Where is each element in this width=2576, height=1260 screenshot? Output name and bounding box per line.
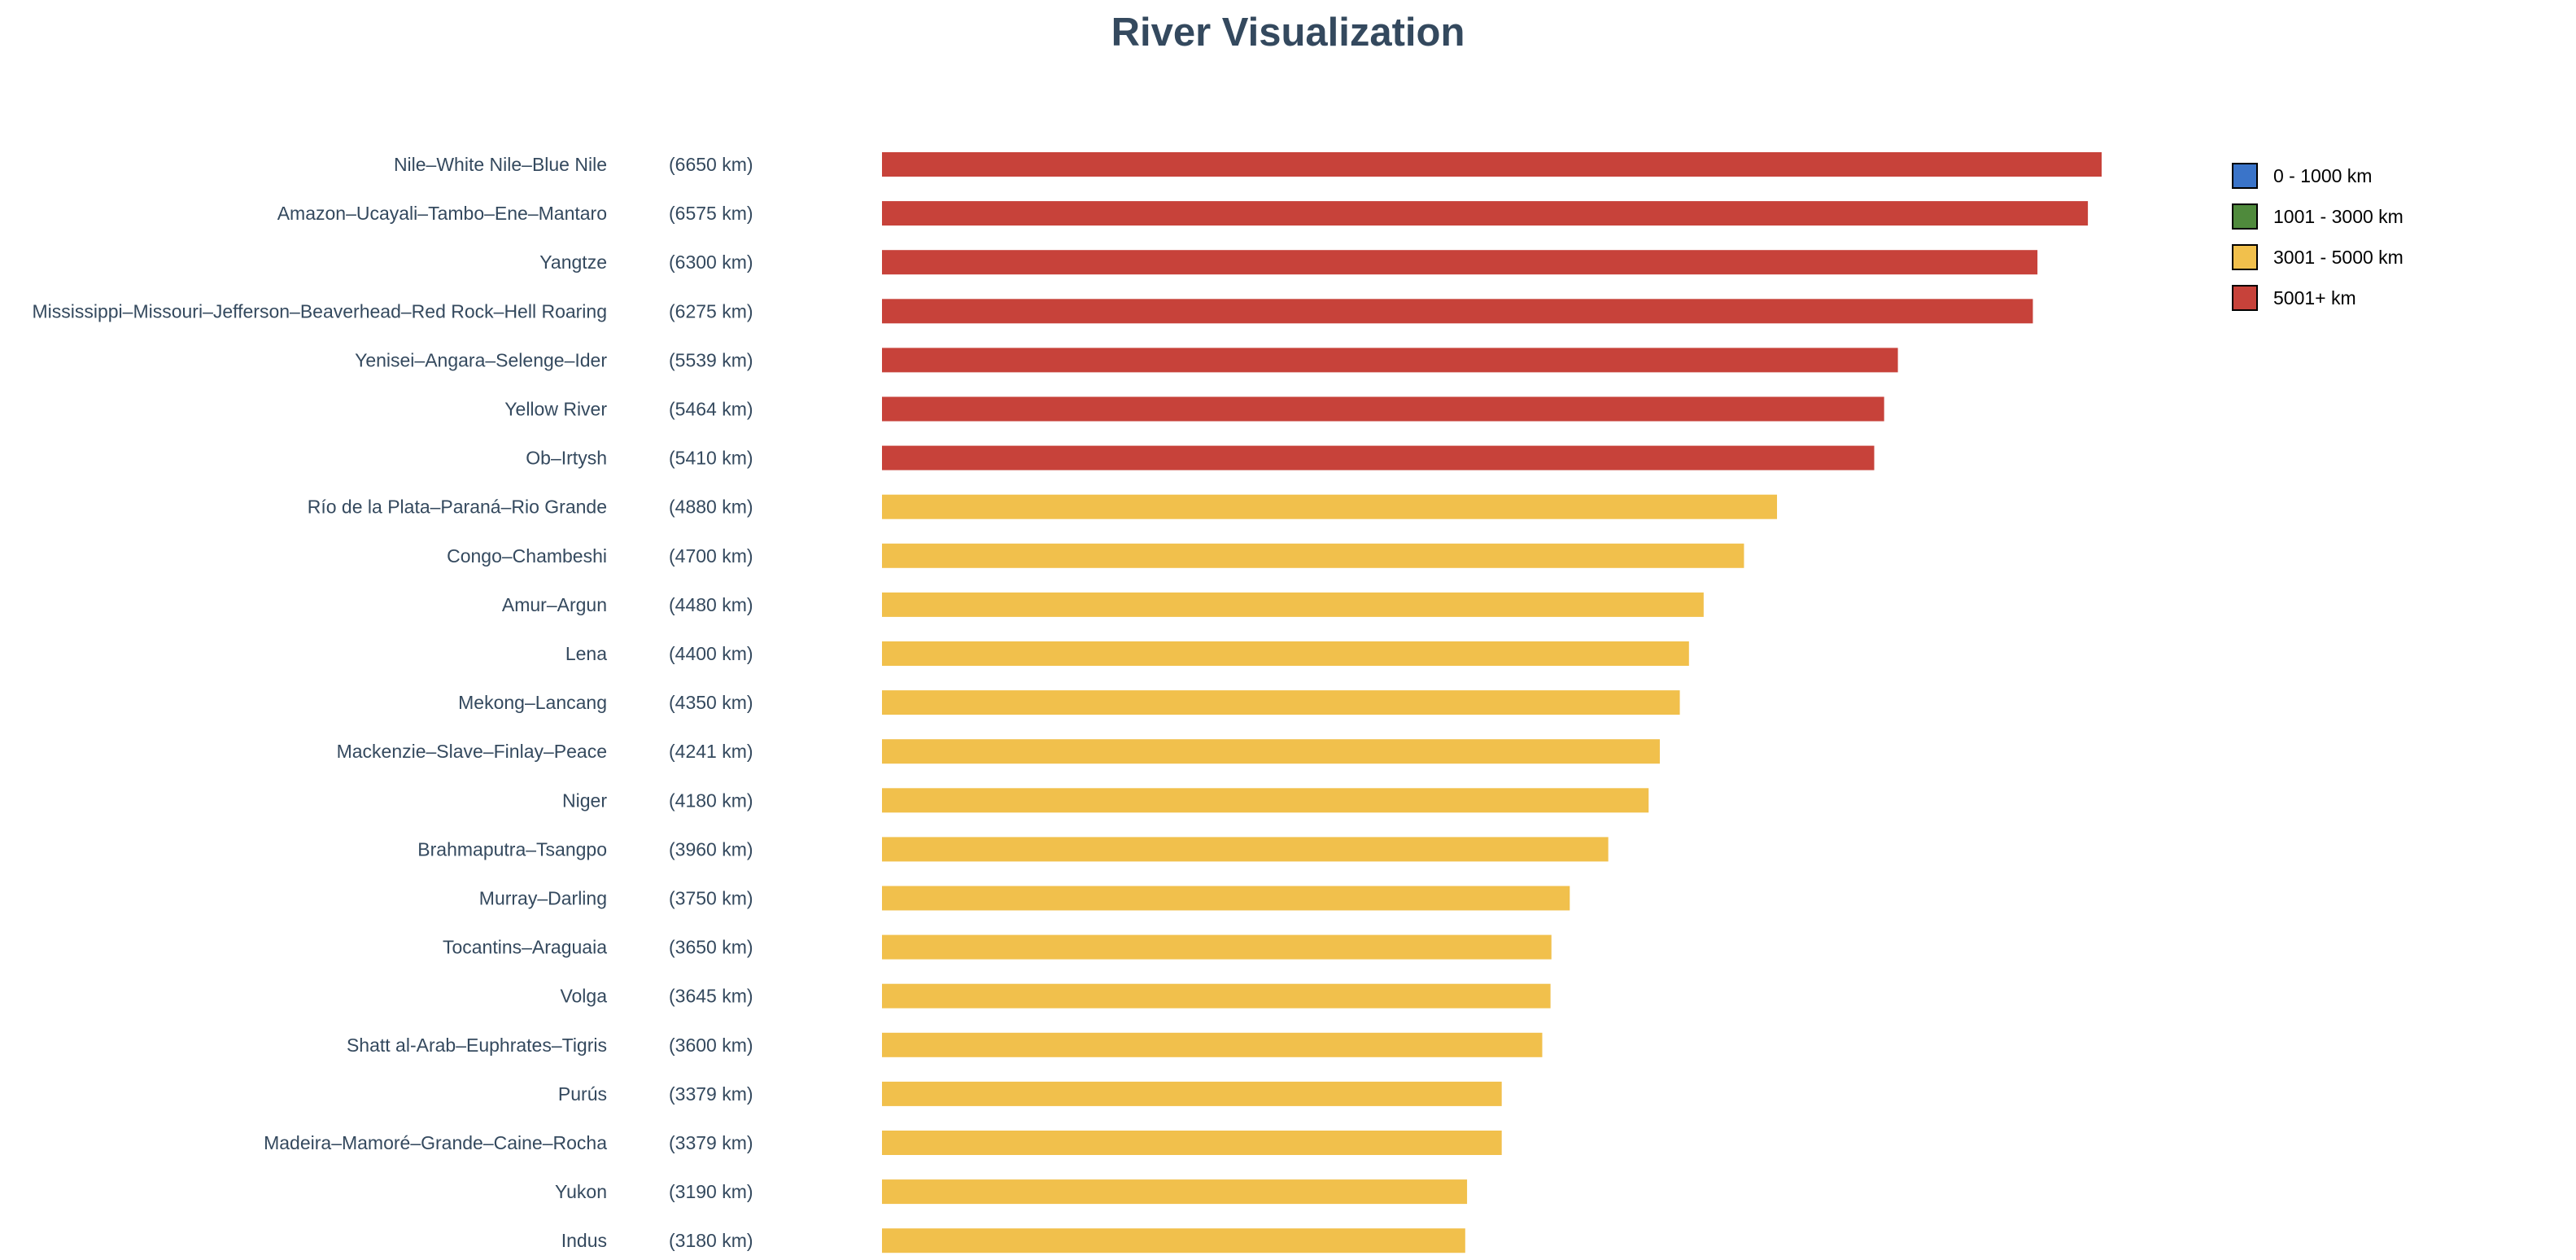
river-bar [882,201,2089,226]
river-bar [882,641,1689,666]
river-bar [882,445,1875,470]
river-name-label: Mississippi–Missouri–Jefferson–Beaverhea… [32,300,607,322]
river-bar [882,1131,1502,1155]
river-length-label: (3750 km) [669,888,753,909]
legend-swatch [2232,285,2258,311]
river-name-label: Amur–Argun [502,594,607,615]
river-name-label: Yangtze [539,252,607,273]
river-length-label: (4700 km) [669,545,753,567]
legend-label: 0 - 1000 km [2273,165,2372,186]
river-bar [882,494,1778,519]
river-length-label: (6275 km) [669,300,753,322]
river-bar [882,1032,1543,1057]
river-bar [882,250,2038,275]
legend-swatch [2232,203,2258,230]
river-length-label: (4480 km) [669,594,753,615]
river-length-label: (4400 km) [669,643,753,664]
river-length-label: (5539 km) [669,349,753,370]
river-name-label: Yukon [555,1181,607,1202]
river-name-label: Congo–Chambeshi [447,545,607,567]
river-bar [882,837,1609,862]
river-bar [882,543,1744,568]
river-length-label: (3180 km) [669,1230,753,1251]
river-length-label: (3650 km) [669,937,753,958]
river-name-label: Tocantins–Araguaia [443,937,607,958]
river-name-label: Indus [561,1230,607,1251]
river-bar [882,690,1680,715]
river-bar [882,299,2033,324]
river-name-label: Purús [558,1083,607,1105]
river-bar [882,886,1570,911]
legend-label: 1001 - 3000 km [2273,206,2404,227]
river-length-label: (6575 km) [669,203,753,224]
river-bar [882,934,1552,960]
river-length-label: (6300 km) [669,252,753,273]
river-bar [882,983,1551,1008]
river-length-label: (3645 km) [669,986,753,1007]
river-length-label: (3960 km) [669,838,753,860]
river-name-label: Yenisei–Angara–Selenge–Ider [355,349,607,370]
river-name-label: Madeira–Mamoré–Grande–Caine–Rocha [264,1132,607,1153]
river-length-label: (3190 km) [669,1181,753,1202]
river-name-label: Amazon–Ucayali–Tambo–Ene–Mantaro [277,203,607,224]
river-bar [882,1081,1502,1106]
river-length-label: (3379 km) [669,1083,753,1105]
river-name-label: Ob–Irtysh [526,448,607,469]
river-length-label: (3379 km) [669,1132,753,1153]
river-length-label: (3600 km) [669,1035,753,1056]
river-length-label: (5410 km) [669,448,753,469]
river-name-label: Mekong–Lancang [458,692,607,713]
chart-rows: Nile–White Nile–Blue Nile (6650 km) Amazon… [32,152,2102,1253]
legend-label: 5001+ km [2273,287,2356,308]
river-bar [882,396,1884,422]
river-name-label: Nile–White Nile–Blue Nile [394,154,607,175]
river-length-label: (4241 km) [669,741,753,762]
river-bar [882,1179,1468,1205]
river-name-label: Río de la Plata–Paraná–Rio Grande [308,497,607,518]
river-length-label: (6650 km) [669,154,753,175]
legend-label: 3001 - 5000 km [2273,247,2404,268]
river-length-label: (4180 km) [669,790,753,811]
river-length-label: (4350 km) [669,692,753,713]
river-name-label: Lena [565,643,607,664]
river-bar [882,152,2102,177]
river-name-label: Shatt al-Arab–Euphrates–Tigris [347,1035,607,1056]
legend-swatch [2232,163,2258,189]
river-bar [882,592,1704,617]
river-name-label: Murray–Darling [479,888,607,909]
river-length-label: (5464 km) [669,399,753,420]
river-name-label: Volga [560,986,607,1007]
river-name-label: Niger [562,790,607,811]
river-bar [882,1228,1465,1253]
chart-title: River Visualization [1111,11,1465,55]
river-bar [882,788,1649,813]
river-name-label: Brahmaputra–Tsangpo [417,838,607,860]
river-bar [882,739,1660,764]
legend: 0 - 1000 km 1001 - 3000 km 3001 - 5000 km 5… [2232,163,2404,311]
river-name-label: Mackenzie–Slave–Finlay–Peace [337,741,607,762]
river-length-label: (4880 km) [669,497,753,518]
river-bar [882,348,1898,373]
river-name-label: Yellow River [504,399,607,420]
legend-swatch [2232,244,2258,270]
